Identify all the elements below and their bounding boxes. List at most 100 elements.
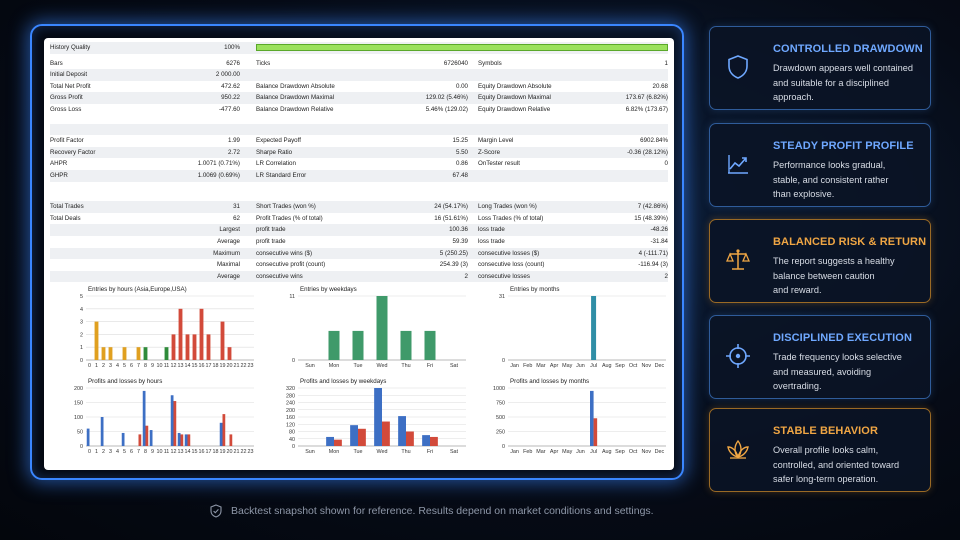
shield-check-icon [210,504,222,518]
lotus-icon [727,439,749,459]
chart-bar [173,401,177,446]
x-tick-label: Dec [655,363,665,369]
chart-svg: 0 11 Sun Mon Tue Wed Thu Fri Sat [289,294,466,369]
x-tick-label: Sun [305,363,315,369]
metric-label-2: consecutive wins ($) [256,249,313,257]
metric-value-3: -31.84 [650,238,668,245]
metric-value-2: 129.02 (5.46%) [425,94,468,102]
chart-0: Entries by hours (Asia,Europe,USA) 0 1 2 3 4 5… [68,286,258,372]
x-tick-label: Dec [655,449,665,455]
y-tick-label: 11 [289,294,295,300]
chart-bar [138,434,142,446]
shield-icon [728,55,748,79]
x-tick-label: Feb [523,363,532,369]
card-title: CONTROLLED DRAWDOWN [773,43,923,55]
y-tick-label: 0 [292,444,295,450]
x-tick-label: Tue [353,449,362,455]
x-tick-label: 0 [88,363,91,369]
insight-card: STABLE BEHAVIOR Overall profile looks cal… [709,408,931,492]
x-tick-label: Thu [401,363,410,369]
chart-bar [422,435,430,446]
x-tick-label: 1 [95,449,98,455]
chart-bar [220,321,225,360]
chart-bar [593,418,598,446]
crosshair-icon [726,344,750,368]
metric-label-1: GHPR [50,172,68,179]
chart-bar [400,330,412,360]
x-tick-label: Mon [329,449,340,455]
chart-bar [424,330,436,360]
x-tick-label: Oct [629,449,638,455]
x-tick-label: Thu [401,449,410,455]
metric-label-1: Bars [50,59,63,67]
chart-bar [376,296,388,360]
chart-bar [185,334,190,360]
metric-value-2: 0.00 [455,82,468,90]
metric-value-1: 2.72 [227,148,240,156]
metric-value-1: 6276 [226,59,240,67]
chart-bar [334,439,342,446]
footer-note: Backtest snapshot shown for reference. R… [209,503,654,519]
report-row: GHPR 1.0069 (0.69%) LR Standard Error 67.48 [50,170,668,182]
y-tick-label: 3 [80,320,83,326]
x-tick-label: Aug [602,363,612,369]
metric-label-1: Total Trades [50,203,84,211]
chart-bar [374,388,382,446]
x-tick-label: Wed [377,449,388,455]
metric-value-3: 0 [664,160,668,168]
chart-bar [178,308,183,360]
chart-1: Entries by weekdays 0 11 Sun Mon Tue Wed Thu Fri… [280,286,470,372]
metric-value-3: -0.36 (28.12%) [627,148,668,156]
x-tick-label: Sat [450,449,459,455]
y-tick-label: 120 [286,422,295,428]
scale-icon [726,249,750,270]
metric-label-3: loss trade [478,238,505,245]
chart-bar [350,425,358,446]
x-tick-label: Sep [615,449,625,455]
x-tick-label: 1 [95,363,98,369]
x-tick-label: 22 [241,449,247,455]
chart-4: Profits and losses by weekdays 0 40 80 120 16… [280,378,470,458]
x-tick-label: Jan [510,363,519,369]
x-tick-label: 9 [151,449,154,455]
x-tick-label: Mar [536,363,545,369]
chart-bar [326,436,334,446]
report-row: Recovery Factor 2.72 Sharpe Ratio 5.50 Z-Sco… [50,146,668,159]
y-tick-label: 0 [502,444,505,450]
y-tick-label: 1000 [493,386,505,392]
chart-bar [430,436,438,446]
y-tick-label: 0 [80,358,83,364]
x-tick-label: 12 [171,363,177,369]
report-row [50,123,668,136]
metric-label-2: consecutive profit (count) [256,261,326,269]
report-row: Gross Loss -477.60 Balance Drawdown Relati… [50,104,668,116]
metric-value-2: 254.39 (3) [439,261,468,269]
x-tick-label: Fri [427,363,433,369]
x-tick-label: 21 [234,363,240,369]
metric-value-1: 31 [233,203,240,211]
y-tick-label: 0 [502,358,505,364]
x-tick-label: 15 [192,449,198,455]
y-tick-label: 500 [496,415,505,421]
x-tick-label: 21 [234,449,240,455]
y-tick-label: 5 [80,294,83,300]
report-row: Total Net Profit 472.62 Balance Drawdown A… [50,81,668,93]
card-title: STABLE BEHAVIOR [773,425,878,437]
x-tick-label: 13 [178,449,184,455]
x-tick-label: 0 [88,449,91,455]
metric-value-3: 1 [664,59,668,67]
insight-card: DISCIPLINED EXECUTION Trade frequency loo… [709,315,931,399]
x-tick-label: 8 [144,449,147,455]
y-tick-label: 40 [289,437,295,443]
metric-label-3: consecutive losses ($) [478,249,540,257]
y-tick-label: 250 [496,430,505,436]
y-tick-label: 50 [77,430,83,436]
metric-label-3: consecutive losses [478,272,530,280]
x-tick-label: 8 [144,363,147,369]
chart-bar [121,432,125,446]
x-tick-label: 2 [102,363,105,369]
report-row [50,190,668,202]
x-tick-label: 19 [220,363,226,369]
insight-card: CONTROLLED DRAWDOWN Drawdown appears well… [709,26,931,110]
